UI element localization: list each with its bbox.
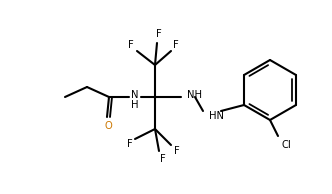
Text: F: F <box>127 139 133 149</box>
Text: F: F <box>160 154 166 164</box>
Text: F: F <box>156 29 162 39</box>
Text: F: F <box>128 40 134 50</box>
Text: Cl: Cl <box>281 140 291 150</box>
Text: N: N <box>131 90 139 100</box>
Text: H: H <box>131 100 139 110</box>
Text: NH: NH <box>187 90 202 100</box>
Text: F: F <box>173 40 179 50</box>
Text: F: F <box>174 146 180 156</box>
Text: HN: HN <box>209 111 224 121</box>
Text: O: O <box>104 121 112 131</box>
